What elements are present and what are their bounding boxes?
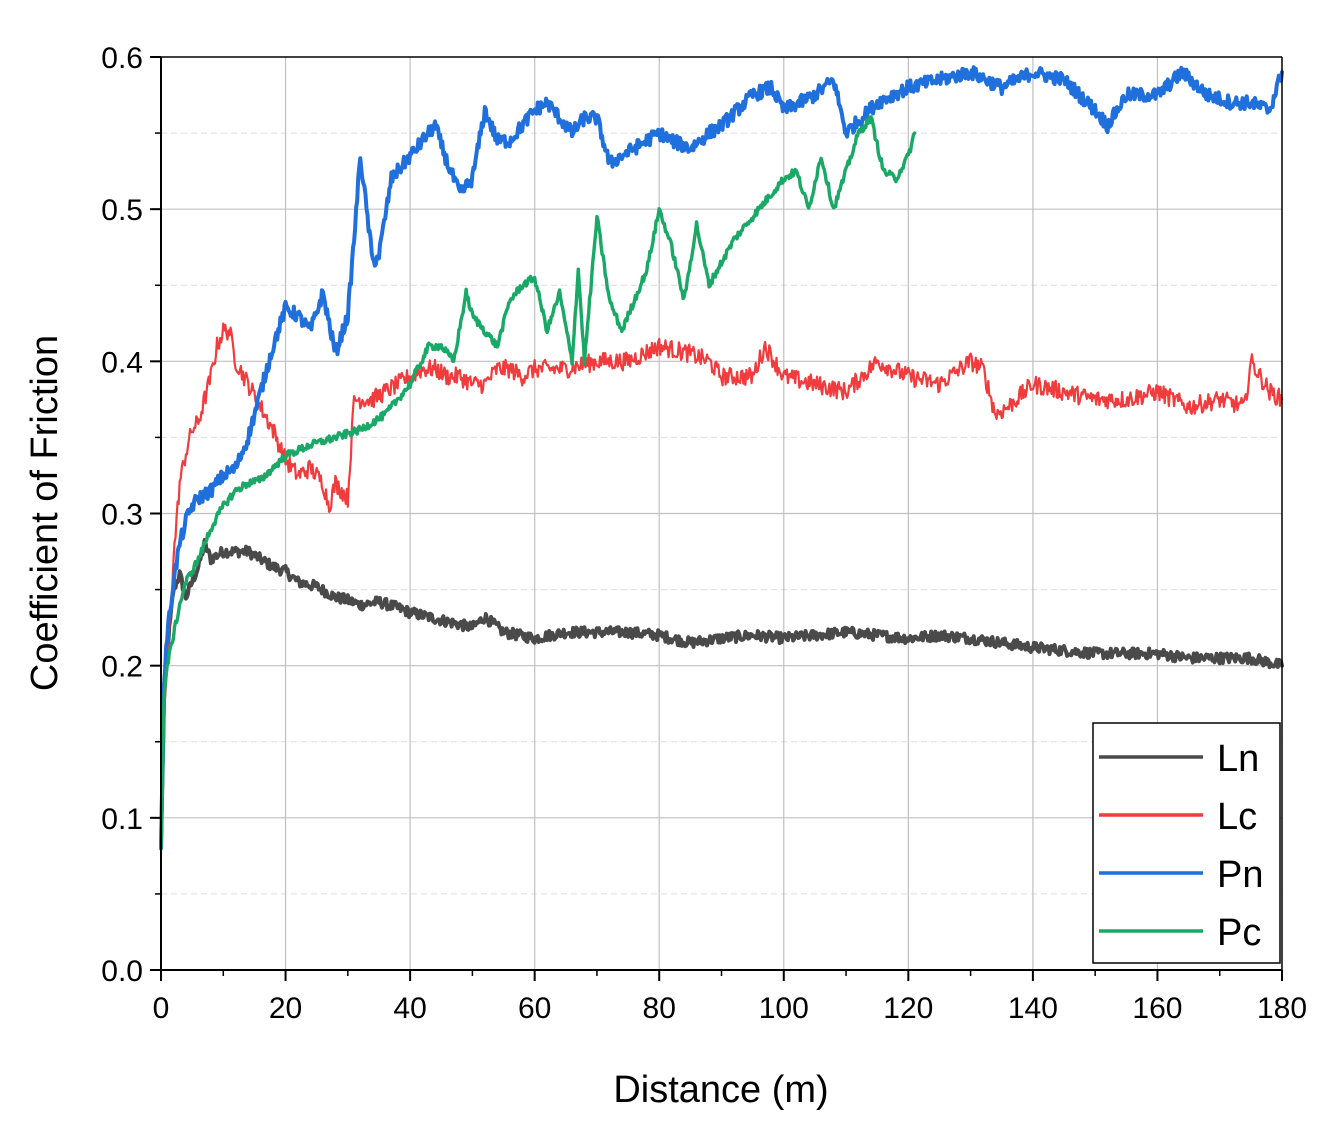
y-tick-label: 0.0 [101, 955, 143, 988]
x-tick-label: 60 [518, 992, 551, 1025]
x-tick-label: 40 [393, 992, 426, 1025]
series-line-pc [159, 115, 917, 850]
x-tick-label: 0 [153, 992, 170, 1025]
x-tick-label: 180 [1257, 992, 1307, 1025]
x-tick-label: 80 [643, 992, 676, 1025]
x-tick-label: 120 [883, 992, 933, 1025]
y-tick-labels: 0.0 0.1 0.2 0.3 0.4 0.5 0.6 [101, 42, 143, 988]
legend-box [1092, 722, 1281, 964]
x-axis-title: Distance (m) [613, 1069, 828, 1111]
x-tick-label: 160 [1132, 992, 1182, 1025]
legend-label-ln: Ln [1217, 738, 1259, 780]
x-tick-label: 20 [269, 992, 302, 1025]
legend-label-lc: Lc [1217, 796, 1257, 838]
y-tick-label: 0.6 [101, 42, 143, 75]
series-layer [159, 65, 1284, 851]
y-tick-label: 0.5 [101, 194, 143, 227]
x-tick-label: 140 [1008, 992, 1058, 1025]
series-line-pn [159, 65, 1284, 851]
y-tick-label: 0.2 [101, 651, 143, 684]
series-line-lc [159, 322, 1284, 850]
y-tick-label: 0.1 [101, 803, 143, 836]
y-tick-label: 0.3 [101, 499, 143, 532]
legend-label-pc: Pc [1217, 912, 1261, 954]
y-axis-title: Coefficient of Friction [24, 335, 66, 691]
x-tick-label: 100 [759, 992, 809, 1025]
series-line-ln [159, 537, 1284, 851]
axes-layer [150, 56, 1283, 981]
x-tick-labels: 0 20 40 60 80 100 120 140 160 180 [153, 992, 1307, 1025]
legend-label-pn: Pn [1217, 854, 1263, 896]
legend: Ln Lc Pn Pc [1092, 722, 1281, 964]
y-tick-label: 0.4 [101, 346, 143, 379]
